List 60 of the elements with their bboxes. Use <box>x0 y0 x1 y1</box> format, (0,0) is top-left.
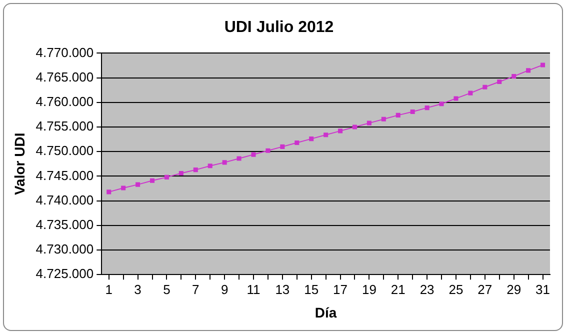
x-tick-label: 9 <box>220 282 228 297</box>
x-tick-label: 25 <box>448 282 464 297</box>
point <box>208 164 212 168</box>
y-tick-label: 4.735.000 <box>36 216 94 232</box>
point <box>193 168 198 172</box>
point <box>280 144 285 149</box>
point <box>236 156 242 161</box>
point <box>164 174 169 180</box>
x-tick-label: 21 <box>390 282 406 297</box>
y-tick-label: 4.750.000 <box>36 143 94 158</box>
point <box>106 190 112 194</box>
x-tick-label: 11 <box>246 282 260 297</box>
x-tick-label: 19 <box>362 282 376 297</box>
point <box>424 106 430 110</box>
point <box>512 74 516 79</box>
point <box>526 68 531 73</box>
point <box>121 186 126 190</box>
x-tick-label: 27 <box>478 282 492 297</box>
x-tick-label: 31 <box>536 282 550 297</box>
point <box>482 84 488 90</box>
y-tick-label: 4.745.000 <box>36 168 94 183</box>
point <box>222 160 227 165</box>
x-tick-label: 7 <box>192 282 200 297</box>
x-axis-title: Día <box>314 304 337 320</box>
point <box>150 178 155 183</box>
point <box>338 128 343 134</box>
y-tick-label: 4.730.000 <box>36 242 94 257</box>
point <box>251 152 256 157</box>
y-tick-label: 4.765.000 <box>36 69 94 84</box>
x-tick-label: 17 <box>333 282 348 297</box>
x-tick-label: 13 <box>275 282 290 297</box>
point <box>352 124 358 130</box>
point <box>136 182 140 187</box>
point <box>497 79 502 84</box>
y-tick-label: 4.740.000 <box>36 192 94 208</box>
x-tick-label: 15 <box>304 282 319 297</box>
point <box>396 112 400 118</box>
point <box>294 140 300 146</box>
y-tick-label: 4.770.000 <box>36 44 94 60</box>
point <box>324 132 328 138</box>
x-tick-label: 3 <box>134 282 142 297</box>
x-tick-label: 29 <box>506 282 522 297</box>
point <box>468 90 473 96</box>
y-tick-label: 4.760.000 <box>36 94 94 109</box>
point <box>439 102 444 106</box>
point <box>309 136 314 142</box>
point <box>410 109 415 114</box>
point <box>366 120 372 126</box>
point <box>266 148 270 153</box>
x-tick-label: 1 <box>105 282 112 297</box>
y-axis-title: Valor UDI <box>11 132 28 196</box>
point <box>381 116 386 122</box>
y-tick-label: 4.755.000 <box>36 118 94 134</box>
point <box>540 62 546 68</box>
x-tick-label: 23 <box>420 282 434 297</box>
y-tick-label: 4.725.000 <box>36 266 94 282</box>
point <box>454 96 458 101</box>
point <box>178 170 184 176</box>
chart-title: UDI Julio 2012 <box>224 19 334 36</box>
x-tick-label: 5 <box>163 282 170 297</box>
